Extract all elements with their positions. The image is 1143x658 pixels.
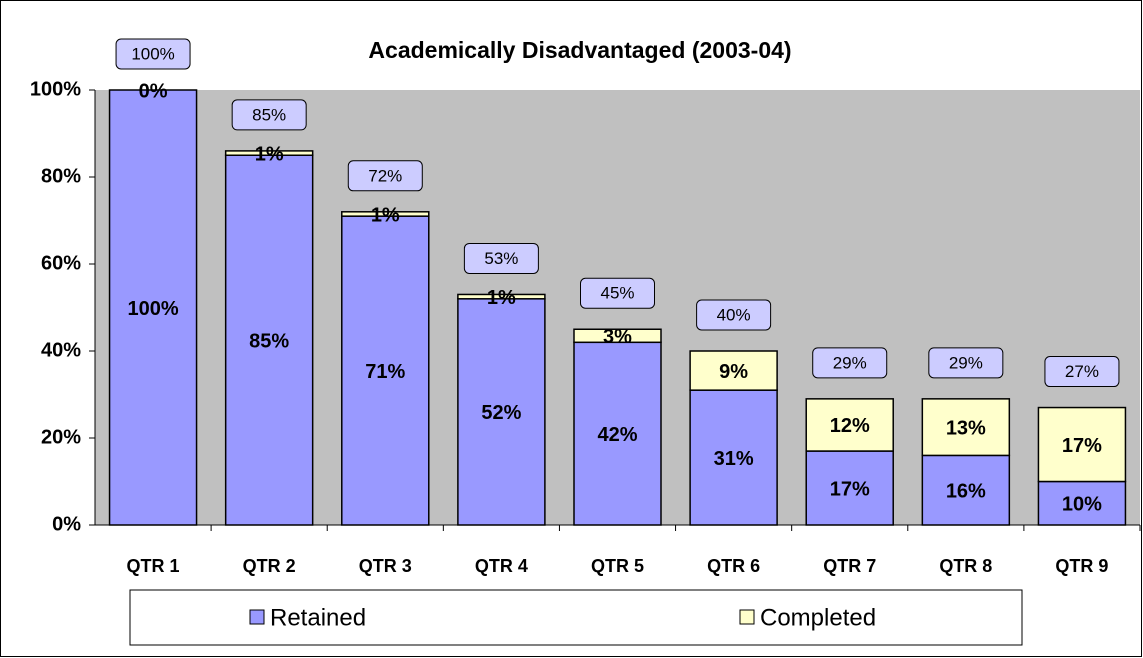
- total-label: 40%: [717, 305, 751, 324]
- value-label: 10%: [1062, 494, 1102, 516]
- total-box: [580, 277, 655, 309]
- y-tick-label: 40%: [41, 339, 81, 361]
- total-label: 29%: [949, 353, 983, 372]
- y-tick-label: 80%: [41, 165, 81, 187]
- legend-label: Retained: [270, 604, 366, 631]
- bar-segment: [573, 328, 662, 344]
- bar-segment: [224, 154, 314, 526]
- total-label: 85%: [252, 105, 286, 124]
- y-tick-label: 100%: [30, 78, 81, 100]
- bar-segment: [341, 211, 430, 217]
- value-label: 100%: [127, 298, 178, 320]
- value-label: 0%: [139, 80, 168, 102]
- value-label: 9%: [719, 361, 748, 383]
- total-box: [1044, 356, 1120, 388]
- value-label: 17%: [1062, 435, 1102, 457]
- bar-segment: [921, 454, 1011, 526]
- value-label: 31%: [714, 448, 754, 470]
- bar-segment: [573, 341, 662, 526]
- bar-segment: [341, 215, 430, 526]
- total-label: 53%: [484, 249, 518, 268]
- total-box: [812, 347, 888, 379]
- bar-segment: [1037, 480, 1127, 526]
- total-box: [347, 160, 423, 192]
- x-tick-label: QTR 2: [243, 556, 296, 576]
- value-label: 3%: [603, 326, 632, 348]
- bar-segment: [108, 89, 198, 526]
- x-tick-label: QTR 5: [591, 556, 644, 576]
- bar-segment: [921, 398, 1011, 457]
- value-label: 16%: [946, 480, 986, 502]
- value-label: 17%: [830, 478, 870, 500]
- x-tick-label: QTR 3: [359, 556, 412, 576]
- y-tick-label: 20%: [41, 426, 81, 448]
- total-label: 45%: [600, 284, 634, 303]
- y-tick-label: 0%: [52, 513, 81, 535]
- bar-segment: [224, 150, 314, 156]
- value-label: 85%: [249, 330, 289, 352]
- total-box: [463, 242, 539, 274]
- value-label: 13%: [946, 417, 986, 439]
- value-label: 1%: [487, 287, 516, 309]
- total-box: [231, 99, 307, 131]
- total-label: 72%: [368, 166, 402, 185]
- bar-segment: [457, 293, 546, 300]
- total-box: [696, 299, 772, 331]
- value-label: 1%: [371, 204, 400, 226]
- value-label: 1%: [255, 143, 284, 165]
- bar-segment: [457, 298, 546, 526]
- value-label: 71%: [365, 361, 405, 383]
- total-box: [928, 347, 1004, 379]
- x-tick-label: QTR 8: [939, 556, 992, 576]
- legend-swatch: [249, 609, 265, 625]
- total-label: 29%: [833, 353, 867, 372]
- value-label: 42%: [597, 424, 637, 446]
- x-tick-label: QTR 4: [475, 556, 528, 576]
- bar-segment: [805, 450, 894, 526]
- chart-title: Academically Disadvantaged (2003-04): [368, 37, 791, 63]
- value-label: 52%: [481, 402, 521, 424]
- y-tick-label: 60%: [41, 252, 81, 274]
- legend-swatch: [739, 609, 755, 625]
- total-box: [115, 38, 191, 70]
- x-tick-label: QTR 1: [127, 556, 180, 576]
- bar-segment: [1037, 406, 1127, 483]
- legend-box: [129, 589, 1023, 646]
- x-tick-label: QTR 7: [823, 556, 876, 576]
- value-label: 12%: [830, 415, 870, 437]
- x-tick-label: QTR 9: [1055, 556, 1108, 576]
- bar-segment: [689, 350, 778, 391]
- total-label: 100%: [131, 44, 174, 63]
- bar-segment: [805, 398, 894, 452]
- total-label: 27%: [1065, 362, 1099, 381]
- legend-label: Completed: [760, 604, 876, 631]
- bar-segment: [689, 389, 778, 526]
- x-tick-label: QTR 6: [707, 556, 760, 576]
